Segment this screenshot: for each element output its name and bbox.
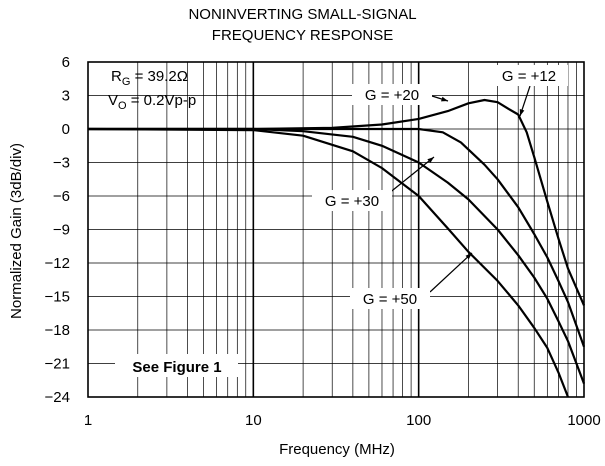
g30-label: G = +30	[325, 193, 379, 210]
vo-sub: O	[118, 100, 127, 112]
g20-label: G = +20	[365, 87, 419, 104]
y-axis-label: Normalized Gain (3dB/div)	[8, 143, 25, 319]
chart-title-line2: FREQUENCY RESPONSE	[211, 27, 394, 44]
vo-main: V	[108, 92, 118, 109]
vo-annotation: VO = 0.2Vp-p	[108, 92, 196, 112]
x-tick-labels: 1 10 100 1000	[84, 412, 601, 429]
g30-label-bg	[312, 190, 392, 211]
g50-pointer	[429, 252, 473, 293]
y-tick-label: −12	[45, 255, 70, 272]
series-line	[88, 127, 586, 384]
rg-rest: = 39.2Ω	[130, 68, 188, 85]
grid	[88, 62, 584, 397]
x-tick-label: 10	[245, 412, 262, 429]
x-tick-label: 1000	[567, 412, 600, 429]
g50-label: G = +50	[363, 291, 417, 308]
series-line	[87, 127, 570, 398]
g12-label-bg	[490, 65, 568, 86]
g20-label-bg	[352, 84, 432, 105]
rg-main: R	[111, 68, 122, 85]
g30-pointer-head	[427, 157, 434, 163]
y-tick-labels: 6 3 0 −3 −6 −9 −12 −15 −18 −21 −24	[45, 54, 70, 406]
y-tick-label: −9	[53, 222, 70, 239]
annotation-lines	[387, 85, 531, 293]
plot-frame	[87, 61, 585, 398]
y-tick-label: 0	[62, 121, 70, 138]
curves	[87, 98, 586, 398]
y-tick-label: −24	[45, 389, 70, 406]
g20-pointer-head	[441, 96, 448, 102]
g50-label-bg	[350, 288, 430, 309]
y-tick-label: −3	[53, 155, 70, 172]
y-tick-label: −21	[45, 356, 70, 373]
y-tick-label: −15	[45, 289, 70, 306]
y-tick-label: −6	[53, 188, 70, 205]
y-tick-label: −18	[45, 322, 70, 339]
g30-pointer	[387, 156, 435, 195]
x-tick-label: 1	[84, 412, 92, 429]
rg-sub: G	[122, 76, 131, 88]
x-axis-label: Frequency (MHz)	[279, 441, 395, 458]
series-line	[88, 98, 586, 306]
series-line	[88, 127, 586, 348]
y-tick-label: 3	[62, 88, 70, 105]
vo-rest: = 0.2Vp-p	[127, 92, 197, 109]
see-figure-bg	[115, 354, 238, 377]
g50-pointer-head	[465, 253, 472, 260]
chart-title-line1: NONINVERTING SMALL-SIGNAL	[188, 6, 417, 23]
rg-annotation: RG = 39.2Ω	[111, 68, 188, 88]
x-tick-label: 100	[406, 412, 431, 429]
g12-label: G = +12	[502, 68, 556, 85]
see-figure-label: See Figure 1	[132, 359, 221, 376]
y-tick-label: 6	[62, 54, 70, 71]
g12-pointer-head	[519, 109, 525, 116]
